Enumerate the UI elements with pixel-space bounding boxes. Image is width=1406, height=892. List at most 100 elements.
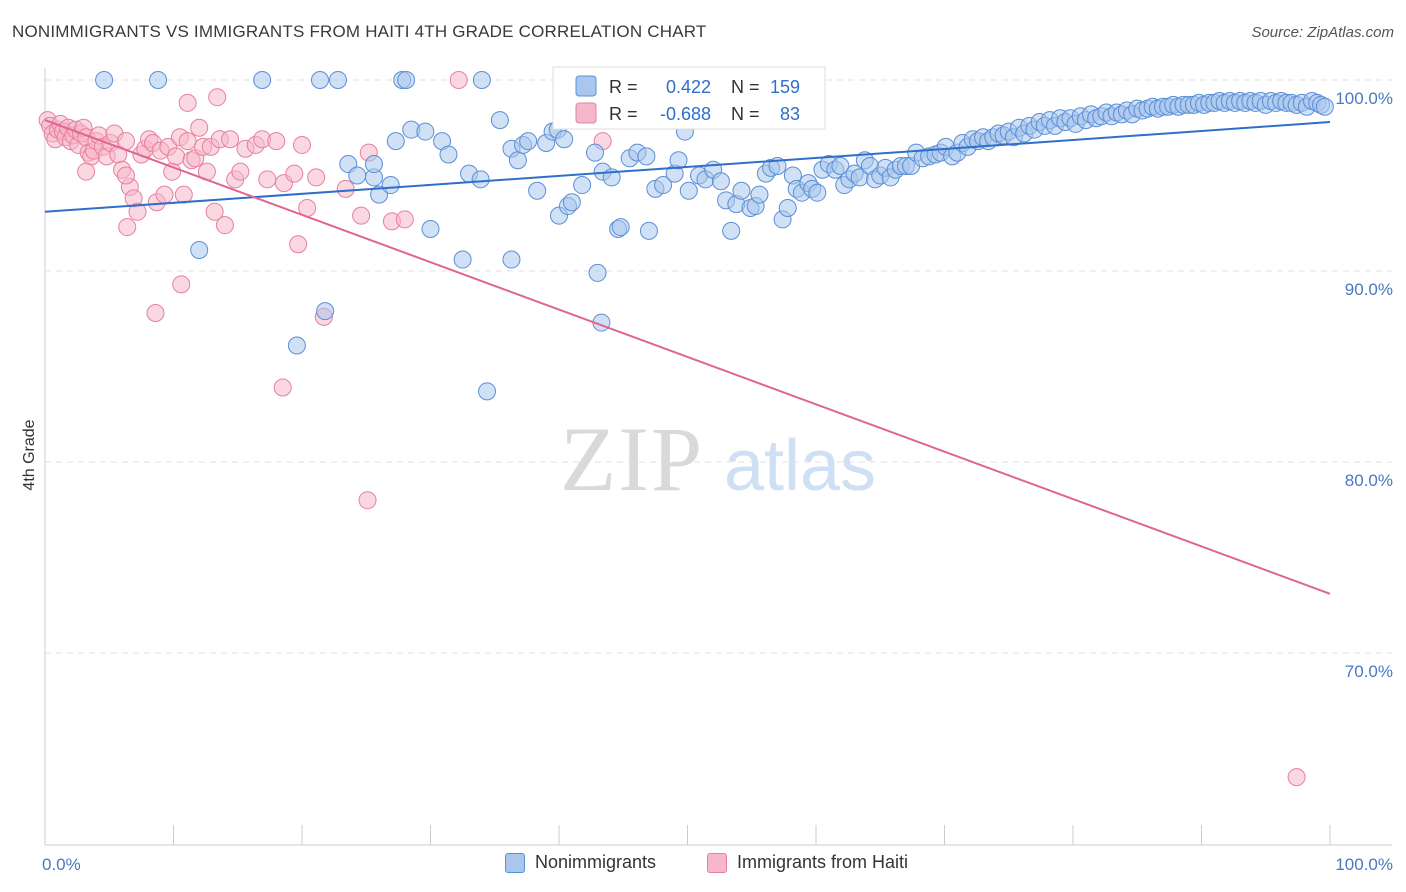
data-point-immigrants-from-haiti xyxy=(221,130,240,149)
data-point-immigrants-from-haiti xyxy=(178,93,197,112)
data-point-immigrants-from-haiti xyxy=(116,166,135,185)
data-point-nonimmigrants xyxy=(555,130,574,149)
data-point-nonimmigrants xyxy=(421,219,440,238)
data-point-immigrants-from-haiti xyxy=(146,304,165,323)
y-tick-label: 70.0% xyxy=(1345,662,1393,681)
data-point-nonimmigrants xyxy=(573,176,592,195)
data-point-nonimmigrants xyxy=(328,71,347,89)
data-point-immigrants-from-haiti xyxy=(358,491,377,510)
chart-title: NONIMMIGRANTS VS IMMIGRANTS FROM HAITI 4… xyxy=(12,22,707,41)
data-point-nonimmigrants xyxy=(1315,97,1334,116)
legend-r-value-1: 0.422 xyxy=(666,77,711,97)
series-immigrants-from-haiti xyxy=(38,71,1306,787)
data-point-nonimmigrants xyxy=(364,155,383,174)
data-point-immigrants-from-haiti xyxy=(128,202,147,221)
axes xyxy=(44,68,1392,846)
legend-n-value-2: 83 xyxy=(780,104,800,124)
data-point-nonimmigrants xyxy=(472,71,491,89)
y-tick-label: 80.0% xyxy=(1345,471,1393,490)
data-point-nonimmigrants xyxy=(149,71,168,89)
data-point-nonimmigrants xyxy=(386,132,405,151)
data-point-immigrants-from-haiti xyxy=(285,164,304,183)
legend-swatch-blue xyxy=(505,852,525,873)
legend-r-label-2: R = xyxy=(609,104,638,124)
legend-n-label-2: N = xyxy=(731,104,760,124)
data-point-nonimmigrants xyxy=(381,176,400,195)
data-point-nonimmigrants xyxy=(831,156,850,175)
data-point-nonimmigrants xyxy=(611,218,630,237)
y-tick-label: 100.0% xyxy=(1335,89,1393,108)
stats-legend: R = 0.422 N = 159 R = -0.688 N = 83 xyxy=(552,66,826,130)
data-point-nonimmigrants xyxy=(190,240,209,259)
data-point-nonimmigrants xyxy=(679,181,698,200)
data-point-nonimmigrants xyxy=(637,147,656,166)
data-point-nonimmigrants xyxy=(669,151,688,170)
legend-n-value-1: 159 xyxy=(770,77,800,97)
data-point-nonimmigrants xyxy=(588,263,607,282)
data-point-immigrants-from-haiti xyxy=(172,275,191,294)
data-point-nonimmigrants xyxy=(732,181,751,200)
data-point-immigrants-from-haiti xyxy=(231,162,250,181)
data-point-nonimmigrants xyxy=(654,176,673,195)
data-point-nonimmigrants xyxy=(370,185,389,204)
y-tick-label: 90.0% xyxy=(1345,280,1393,299)
legend-label-immigrants-from-haiti: Immigrants from Haiti xyxy=(737,852,909,872)
data-point-nonimmigrants xyxy=(711,172,730,191)
data-point-nonimmigrants xyxy=(722,221,741,240)
data-point-nonimmigrants xyxy=(287,336,306,355)
data-point-immigrants-from-haiti xyxy=(1287,768,1306,787)
tick-labels: 70.0% 80.0% 90.0% 100.0% 0.0% 100.0% xyxy=(42,89,1393,874)
data-point-nonimmigrants xyxy=(750,185,769,204)
data-point-nonimmigrants xyxy=(348,166,367,185)
data-point-immigrants-from-haiti xyxy=(205,202,224,221)
data-point-nonimmigrants xyxy=(310,71,329,89)
data-point-immigrants-from-haiti xyxy=(178,132,197,151)
data-point-immigrants-from-haiti xyxy=(167,147,186,166)
legend-item-nonimmigrants: Nonimmigrants xyxy=(505,852,656,873)
data-point-immigrants-from-haiti xyxy=(267,132,286,151)
y-axis-title: 4th Grade xyxy=(21,419,38,490)
data-point-nonimmigrants xyxy=(562,193,581,212)
data-point-nonimmigrants xyxy=(808,183,827,202)
data-point-immigrants-from-haiti xyxy=(174,185,193,204)
data-point-nonimmigrants xyxy=(253,71,272,89)
x-tick-label: 0.0% xyxy=(42,855,81,874)
x-tick-label: 100.0% xyxy=(1335,855,1393,874)
data-point-immigrants-from-haiti xyxy=(352,206,371,225)
data-point-nonimmigrants xyxy=(528,181,547,200)
data-point-nonimmigrants xyxy=(397,71,416,89)
data-point-nonimmigrants xyxy=(585,143,604,162)
legend-item-immigrants-from-haiti: Immigrants from Haiti xyxy=(707,852,908,873)
trend-lines xyxy=(44,119,1331,595)
data-point-immigrants-from-haiti xyxy=(258,170,277,189)
data-point-immigrants-from-haiti xyxy=(289,235,308,254)
data-point-nonimmigrants xyxy=(478,382,497,401)
data-point-immigrants-from-haiti xyxy=(273,378,292,397)
data-point-immigrants-from-haiti xyxy=(395,210,414,229)
data-point-immigrants-from-haiti xyxy=(449,71,468,89)
legend-swatch-pink xyxy=(707,852,727,873)
watermark-zip: ZIP xyxy=(560,408,704,510)
data-point-immigrants-from-haiti xyxy=(293,135,311,154)
data-point-nonimmigrants xyxy=(316,302,335,321)
data-point-immigrants-from-haiti xyxy=(190,118,209,137)
data-point-nonimmigrants xyxy=(519,132,538,151)
chart-source: Source: ZipAtlas.com xyxy=(1251,24,1394,41)
data-point-nonimmigrants xyxy=(639,221,658,240)
legend-label-nonimmigrants: Nonimmigrants xyxy=(535,852,657,872)
legend-n-label-1: N = xyxy=(731,77,760,97)
legend-swatch-nonimmigrants xyxy=(575,75,597,97)
data-point-immigrants-from-haiti xyxy=(118,218,137,237)
data-point-immigrants-from-haiti xyxy=(336,179,355,198)
data-point-nonimmigrants xyxy=(453,250,472,269)
data-point-nonimmigrants xyxy=(490,111,509,130)
data-point-immigrants-from-haiti xyxy=(208,88,227,107)
data-point-nonimmigrants xyxy=(508,151,527,170)
trend-line-immigrants-from-haiti xyxy=(44,119,1331,595)
data-point-nonimmigrants xyxy=(416,122,435,141)
data-point-immigrants-from-haiti xyxy=(307,168,326,187)
data-point-nonimmigrants xyxy=(439,145,458,164)
trend-line-nonimmigrants xyxy=(44,121,1331,213)
data-point-immigrants-from-haiti xyxy=(215,216,234,235)
